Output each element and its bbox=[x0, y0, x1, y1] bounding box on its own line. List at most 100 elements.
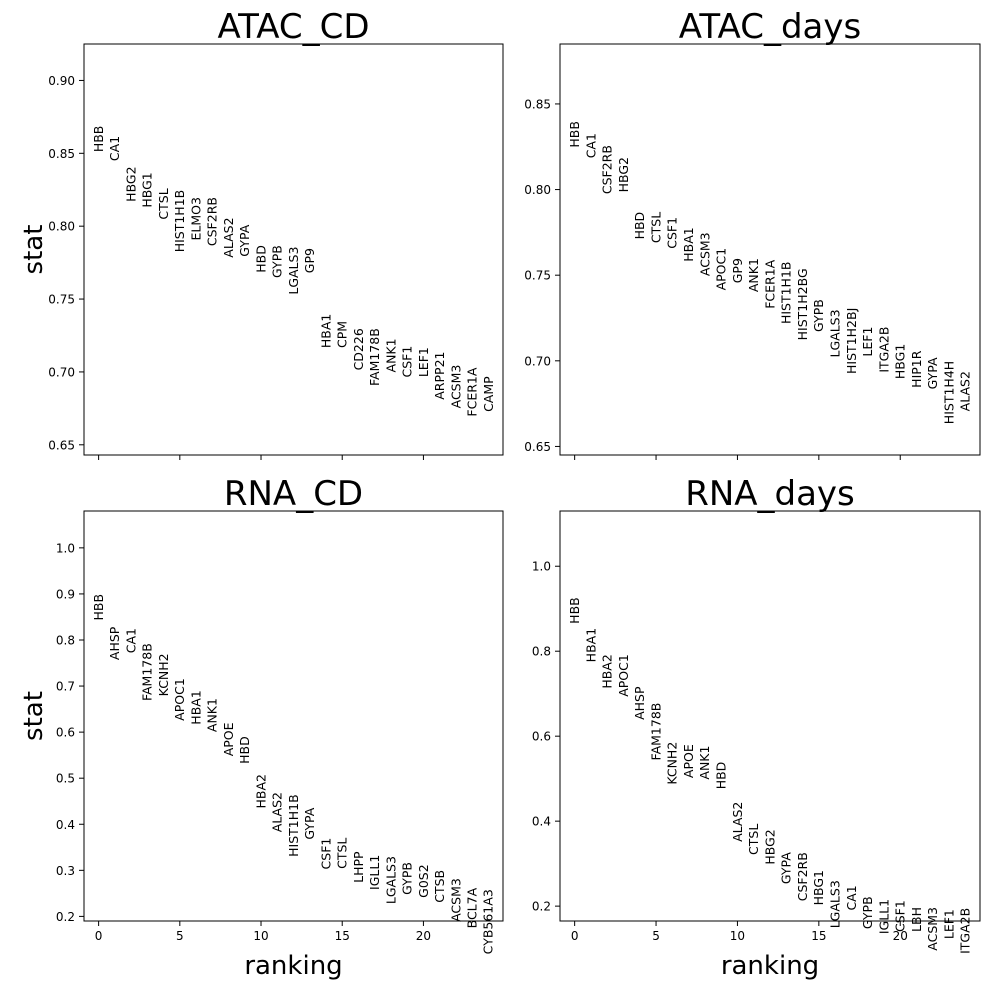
axes-frame bbox=[559, 43, 981, 456]
gene-label: LEF1 bbox=[416, 347, 431, 377]
gene-label: ANK1 bbox=[746, 258, 761, 292]
gene-label: HBB bbox=[91, 126, 106, 153]
y-tick-label: 0.75 bbox=[48, 293, 75, 307]
gene-label: ALAS2 bbox=[730, 802, 745, 842]
panel-rna-days: RNA_days 0 5 10 15 20 0.2 0.4 0.6 0.8 1.0 ranking HB… bbox=[532, 474, 981, 981]
gene-label: IGLL1 bbox=[876, 899, 891, 934]
gene-label: ALAS2 bbox=[958, 371, 973, 411]
y-tick-label: 0.4 bbox=[56, 818, 75, 832]
gene-label: ALAS2 bbox=[270, 792, 285, 832]
x-axis-label: ranking bbox=[721, 951, 819, 981]
gene-label: CA1 bbox=[123, 628, 138, 653]
gene-label: APOE bbox=[681, 744, 696, 778]
gene-label: CTSL bbox=[746, 824, 761, 855]
gene-label: HBG1 bbox=[893, 344, 908, 379]
gene-label: HBB bbox=[91, 594, 106, 621]
x-tick-label: 5 bbox=[176, 929, 184, 943]
gene-label: GYPA bbox=[237, 224, 252, 256]
gene-label: HBD bbox=[253, 245, 268, 273]
chart-title: ATAC_CD bbox=[217, 7, 369, 47]
gene-label: CA1 bbox=[583, 133, 598, 158]
y-tick-label: 0.85 bbox=[524, 97, 551, 111]
x-tick-label: 5 bbox=[652, 929, 660, 943]
gene-label: CSF1 bbox=[893, 900, 908, 932]
gene-label: CSF1 bbox=[665, 217, 680, 249]
axes-frame bbox=[83, 43, 504, 456]
y-tick-label: 0.5 bbox=[56, 772, 75, 786]
gene-label: ITGA2B bbox=[876, 327, 891, 373]
y-tick-label: 0.6 bbox=[56, 726, 75, 740]
axes-frame bbox=[83, 510, 504, 922]
y-axis-label: stat bbox=[19, 225, 49, 275]
x-tick-label: 20 bbox=[416, 929, 431, 943]
gene-label: CSF2RB bbox=[205, 197, 220, 246]
gene-label: HIST1H4H bbox=[941, 361, 956, 424]
y-tick-label: 0.6 bbox=[532, 730, 551, 744]
gene-label: CA1 bbox=[107, 136, 122, 161]
gene-label: GYPB bbox=[860, 896, 875, 929]
gene-label: CTSB bbox=[432, 870, 447, 903]
y-axis-label: stat bbox=[19, 691, 49, 741]
gene-label: HBG2 bbox=[123, 166, 138, 201]
gene-label: AHSP bbox=[107, 626, 122, 660]
gene-label: G0S2 bbox=[416, 864, 431, 898]
gene-label: AHSP bbox=[632, 686, 647, 720]
gene-label: CSF2RB bbox=[600, 145, 615, 194]
x-tick-label: 15 bbox=[811, 929, 826, 943]
gene-label: HBG2 bbox=[616, 157, 631, 192]
gene-label: FAM178B bbox=[367, 328, 382, 386]
gene-label: ACSM3 bbox=[448, 878, 463, 922]
gene-label: CTSL bbox=[648, 212, 663, 243]
panel-atac-days: ATAC_days 0.65 0.70 0.75 0.80 0.85 HBB CA1 CSF2R… bbox=[524, 7, 981, 460]
gene-label: ANK1 bbox=[205, 698, 220, 732]
gene-label: GYPA bbox=[302, 807, 317, 839]
gene-label: HIST1H1B bbox=[172, 190, 187, 253]
gene-label: APOE bbox=[221, 722, 236, 756]
y-tick-label: 0.7 bbox=[56, 680, 75, 694]
gene-label: FCER1A bbox=[762, 259, 777, 308]
gene-label: LEF1 bbox=[860, 327, 875, 357]
x-axis-label: ranking bbox=[244, 951, 342, 981]
gene-label: FCER1A bbox=[465, 367, 480, 416]
y-tick-label: 0.80 bbox=[524, 183, 551, 197]
y-tick-label: 0.85 bbox=[48, 147, 75, 161]
gene-label: KCNH2 bbox=[156, 653, 171, 696]
gene-label: APOC1 bbox=[714, 248, 729, 291]
gene-label: LGALS3 bbox=[827, 880, 842, 928]
gene-label: GP9 bbox=[730, 258, 745, 283]
chart-title: RNA_days bbox=[685, 474, 855, 514]
gene-label: HBA2 bbox=[253, 774, 268, 808]
gene-label: HBA1 bbox=[318, 314, 333, 348]
y-tick-label: 0.4 bbox=[532, 815, 551, 829]
gene-label: FAM178B bbox=[648, 703, 663, 761]
gene-label: ACSM3 bbox=[697, 232, 712, 276]
gene-label: ALAS2 bbox=[221, 217, 236, 257]
gene-label: LGALS3 bbox=[383, 856, 398, 904]
gene-label: ARPP21 bbox=[432, 352, 447, 400]
x-tick-label: 10 bbox=[253, 929, 268, 943]
gene-label: CSF1 bbox=[400, 346, 415, 378]
gene-label: HBA1 bbox=[583, 628, 598, 662]
gene-label: CYB561A3 bbox=[481, 889, 496, 954]
gene-label: HBD bbox=[714, 762, 729, 790]
gene-label: CA1 bbox=[844, 885, 859, 910]
gene-label: HBG1 bbox=[811, 870, 826, 905]
y-tick-label: 0.3 bbox=[56, 864, 75, 878]
gene-label: CSF2RB bbox=[795, 852, 810, 901]
gene-label: GP9 bbox=[302, 248, 317, 273]
gene-label: LGALS3 bbox=[286, 247, 301, 295]
gene-label: HBD bbox=[237, 736, 252, 764]
x-tick-label: 0 bbox=[571, 929, 579, 943]
y-tick-label: 0.9 bbox=[56, 587, 75, 601]
gene-label: CTSL bbox=[156, 188, 171, 219]
gene-label: CTSL bbox=[335, 838, 350, 869]
y-tick-label: 1.0 bbox=[56, 541, 75, 555]
gene-label: ACSM3 bbox=[925, 907, 940, 951]
gene-label: HBB bbox=[567, 597, 582, 624]
gene-label: HBA1 bbox=[188, 690, 203, 724]
gene-label: BCL7A bbox=[465, 887, 480, 928]
y-tick-label: 0.8 bbox=[56, 633, 75, 647]
panel-rna-cd: RNA_CD 0 5 10 15 20 0.2 0.3 0.4 0.5 0.6 0.7 0.8 0.9 1.… bbox=[19, 474, 504, 981]
gene-label: GYPB bbox=[400, 862, 415, 895]
